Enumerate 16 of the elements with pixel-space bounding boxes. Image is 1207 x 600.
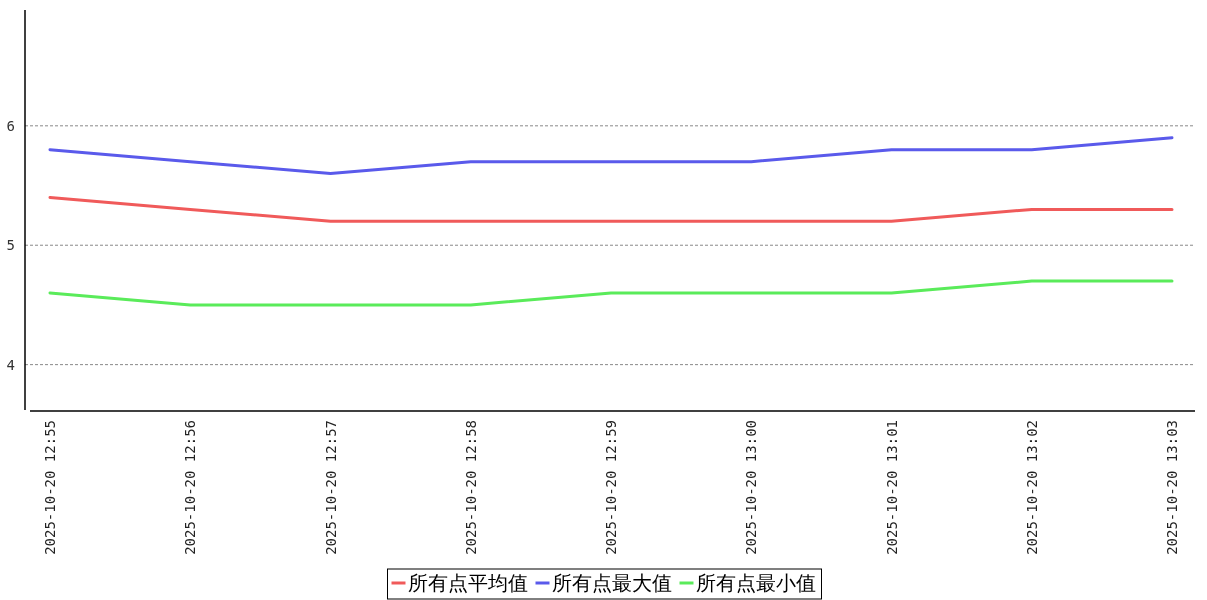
y-tick-label: 5 <box>6 237 15 254</box>
y-tick-label: 4 <box>6 356 15 373</box>
legend-label: 所有点最小值 <box>695 571 816 595</box>
x-tick-label: 2025-10-20 12:59 <box>603 420 619 555</box>
legend-label: 所有点最大值 <box>551 571 672 595</box>
x-tick-label: 2025-10-20 12:56 <box>182 420 199 555</box>
legend-label: 所有点平均值 <box>407 571 528 595</box>
x-tick-label: 2025-10-20 13:02 <box>1023 420 1040 555</box>
x-tick-label: 2025-10-20 13:01 <box>883 420 900 555</box>
x-tick-label: 2025-10-20 12:55 <box>42 420 58 555</box>
line-series <box>48 136 1174 176</box>
x-tick-label: 2025-10-20 13:03 <box>1164 420 1180 555</box>
y-tick-label: 6 <box>6 117 15 134</box>
x-tick-label: 2025-10-20 12:58 <box>462 420 479 555</box>
x-tick-label: 2025-10-20 13:00 <box>743 420 760 555</box>
x-tick-label: 2025-10-20 12:57 <box>322 420 339 555</box>
